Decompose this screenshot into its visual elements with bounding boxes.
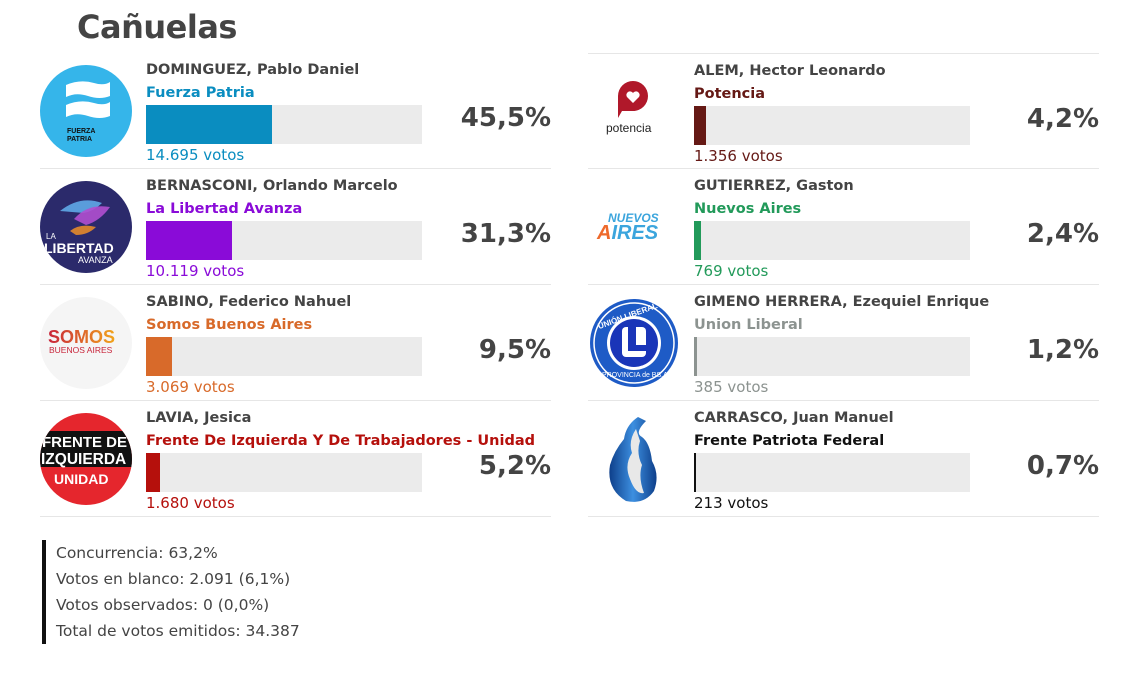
vote-bar-fill xyxy=(146,105,272,144)
union-liberal-logo-icon: UNIÓN LIBERAL PROVINCIA de BS.AS. xyxy=(588,297,680,389)
results-left-column: FUERZA PATRIA DOMINGUEZ, Pablo Daniel Fu… xyxy=(40,53,551,517)
svg-text:FUERZA: FUERZA xyxy=(67,128,95,135)
vote-count: 769 votos xyxy=(694,262,769,280)
somos-buenos-aires-logo-icon: SOMOS BUENOS AIRES xyxy=(40,297,132,389)
turnout-stat: Concurrencia: 63,2% xyxy=(56,544,218,562)
vote-bar-fill xyxy=(694,453,696,492)
party-name: Potencia xyxy=(694,86,766,102)
page-title: Cañuelas xyxy=(77,8,237,46)
party-name: Frente De Izquierda Y De Trabajadores - … xyxy=(146,433,536,449)
vote-percentage: 31,3% xyxy=(460,219,551,249)
vote-bar xyxy=(146,337,422,376)
svg-text:PATRIA: PATRIA xyxy=(67,136,92,143)
vote-bar xyxy=(694,337,970,376)
results-right-column: potencia ALEM, Hector Leonardo Potencia … xyxy=(588,53,1099,517)
vote-bar xyxy=(146,221,422,260)
frente-de-izquierda-logo-icon: FRENTE DE IZQUIERDA UNIDAD xyxy=(40,413,132,505)
vote-bar xyxy=(694,106,970,145)
svg-text:IZQUIERDA: IZQUIERDA xyxy=(41,451,126,468)
vote-bar-fill xyxy=(146,337,173,376)
vote-bar-fill xyxy=(146,221,233,260)
frente-patriota-federal-logo-icon xyxy=(588,413,680,505)
candidate-name: GIMENO HERRERA, Ezequiel Enrique xyxy=(694,294,990,310)
svg-text:BUENOS AIRES: BUENOS AIRES xyxy=(49,345,113,355)
candidate-name: DOMINGUEZ, Pablo Daniel xyxy=(146,62,360,78)
vote-percentage: 5,2% xyxy=(478,451,551,481)
result-row: CARRASCO, Juan Manuel Frente Patriota Fe… xyxy=(588,401,1099,517)
party-name: Union Liberal xyxy=(694,317,803,333)
result-row: UNIÓN LIBERAL PROVINCIA de BS.AS. GIMENO… xyxy=(588,285,1099,401)
candidate-name: CARRASCO, Juan Manuel xyxy=(694,410,894,426)
svg-text:LIBERTAD: LIBERTAD xyxy=(44,240,114,256)
vote-percentage: 45,5% xyxy=(460,103,551,133)
election-summary: Concurrencia: 63,2% Votos en blanco: 2.0… xyxy=(42,540,300,644)
svg-text:potencia: potencia xyxy=(606,121,652,135)
svg-text:SOMOS: SOMOS xyxy=(48,327,115,347)
candidate-name: BERNASCONI, Orlando Marcelo xyxy=(146,178,398,194)
result-row: NUEVOS AIRES GUTIERREZ, Gaston Nuevos Ai… xyxy=(588,169,1099,285)
svg-text:AVANZA: AVANZA xyxy=(78,255,113,265)
result-row: SOMOS BUENOS AIRES SABINO, Federico Nahu… xyxy=(40,285,551,401)
party-name: Frente Patriota Federal xyxy=(694,433,885,449)
party-name: La Libertad Avanza xyxy=(146,201,303,217)
result-row: LA LIBERTAD AVANZA BERNASCONI, Orlando M… xyxy=(40,169,551,285)
la-libertad-avanza-logo-icon: LA LIBERTAD AVANZA xyxy=(40,181,132,273)
vote-percentage: 1,2% xyxy=(1026,335,1099,365)
svg-text:UNIDAD: UNIDAD xyxy=(54,471,108,487)
party-name: Fuerza Patria xyxy=(146,85,255,101)
nuevos-aires-logo-icon: NUEVOS AIRES xyxy=(588,181,680,273)
svg-text:LA: LA xyxy=(46,232,56,241)
vote-bar-fill xyxy=(694,337,698,376)
svg-text:PROVINCIA de BS.AS.: PROVINCIA de BS.AS. xyxy=(602,372,674,379)
party-name: Nuevos Aires xyxy=(694,201,802,217)
vote-percentage: 0,7% xyxy=(1026,451,1099,481)
vote-bar-fill xyxy=(146,453,161,492)
candidate-name: LAVIA, Jesica xyxy=(146,410,252,426)
candidate-name: SABINO, Federico Nahuel xyxy=(146,294,352,310)
vote-bar xyxy=(694,221,970,260)
svg-text:NUEVOS: NUEVOS xyxy=(608,211,659,225)
vote-count: 1.356 votos xyxy=(694,147,783,165)
observed-votes-stat: Votos observados: 0 (0,0%) xyxy=(56,596,270,614)
vote-count: 213 votos xyxy=(694,494,769,512)
svg-text:AIRES: AIRES xyxy=(596,222,659,244)
vote-bar xyxy=(694,453,970,492)
fuerza-patria-logo-icon: FUERZA PATRIA xyxy=(40,65,132,157)
vote-count: 10.119 votos xyxy=(146,262,245,280)
vote-count: 14.695 votos xyxy=(146,146,245,164)
vote-percentage: 9,5% xyxy=(478,335,551,365)
candidate-name: GUTIERREZ, Gaston xyxy=(694,178,854,194)
blank-votes-stat: Votos en blanco: 2.091 (6,1%) xyxy=(56,570,291,588)
result-row: FRENTE DE IZQUIERDA UNIDAD LAVIA, Jesica… xyxy=(40,401,551,517)
total-votes-stat: Total de votos emitidos: 34.387 xyxy=(56,622,300,640)
vote-count: 385 votos xyxy=(694,378,769,396)
vote-bar-fill xyxy=(694,106,706,145)
result-row: FUERZA PATRIA DOMINGUEZ, Pablo Daniel Fu… xyxy=(40,53,551,169)
party-name: Somos Buenos Aires xyxy=(146,317,313,333)
svg-text:FRENTE DE: FRENTE DE xyxy=(42,434,127,451)
vote-count: 3.069 votos xyxy=(146,378,235,396)
vote-bar xyxy=(146,453,422,492)
potencia-logo-icon: potencia xyxy=(588,66,680,158)
vote-bar-fill xyxy=(694,221,701,260)
vote-percentage: 2,4% xyxy=(1026,219,1099,249)
vote-percentage: 4,2% xyxy=(1026,104,1099,134)
vote-count: 1.680 votos xyxy=(146,494,235,512)
result-row: potencia ALEM, Hector Leonardo Potencia … xyxy=(588,53,1099,169)
vote-bar xyxy=(146,105,422,144)
candidate-name: ALEM, Hector Leonardo xyxy=(694,63,886,79)
